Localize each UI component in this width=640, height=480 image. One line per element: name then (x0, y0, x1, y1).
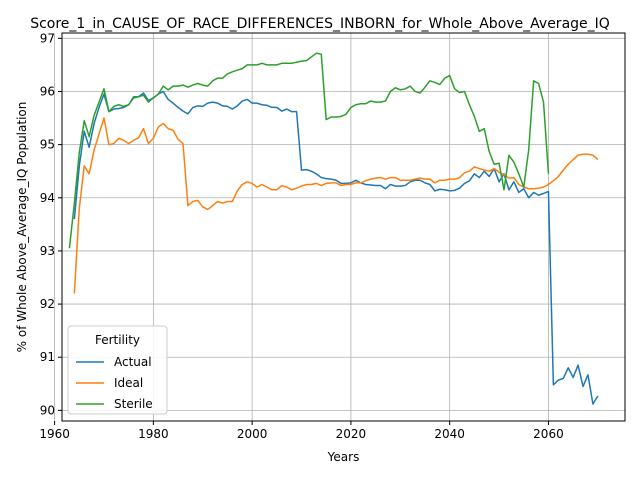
legend-label-ideal: Ideal (114, 376, 143, 390)
chart-title: Score_1_in_CAUSE_OF_RACE_DIFFERENCES_INB… (30, 16, 610, 32)
x-tick-label: 1960 (39, 427, 70, 441)
y-tick-label: 97 (40, 31, 55, 45)
y-tick-label: 93 (40, 244, 55, 258)
series-line-ideal (73, 117, 599, 294)
series-layer (68, 52, 599, 405)
legend-label-sterile: Sterile (114, 397, 153, 411)
x-tick-label: 2000 (237, 427, 268, 441)
y-tick-label: 91 (40, 350, 55, 364)
plot-frame (61, 32, 626, 422)
x-axis-label: Years (327, 450, 360, 464)
x-tick-label: 2040 (434, 427, 465, 441)
x-tick-label: 2060 (533, 427, 564, 441)
y-tick-label: 90 (40, 403, 55, 417)
y-tick-label: 92 (40, 297, 55, 311)
x-tick-label: 1980 (138, 427, 169, 441)
y-tick-label: 94 (40, 191, 55, 205)
legend-box (67, 325, 168, 415)
legend: Fertility Actual Ideal Sterile (67, 325, 168, 415)
x-axis: 1960 1980 2000 2020 2040 2060 (39, 421, 564, 441)
legend-title: Fertility (95, 333, 140, 347)
y-tick-label: 96 (40, 84, 55, 98)
x-tick-label: 2020 (336, 427, 367, 441)
legend-label-actual: Actual (114, 355, 152, 369)
y-axis-label: % of Whole Above_Average_IQ Population (15, 102, 29, 353)
series-line-sterile (68, 52, 550, 249)
y-tick-label: 95 (40, 138, 55, 152)
y-axis: 90 91 92 93 94 95 96 97 (40, 31, 62, 417)
series-line-actual (73, 90, 599, 405)
